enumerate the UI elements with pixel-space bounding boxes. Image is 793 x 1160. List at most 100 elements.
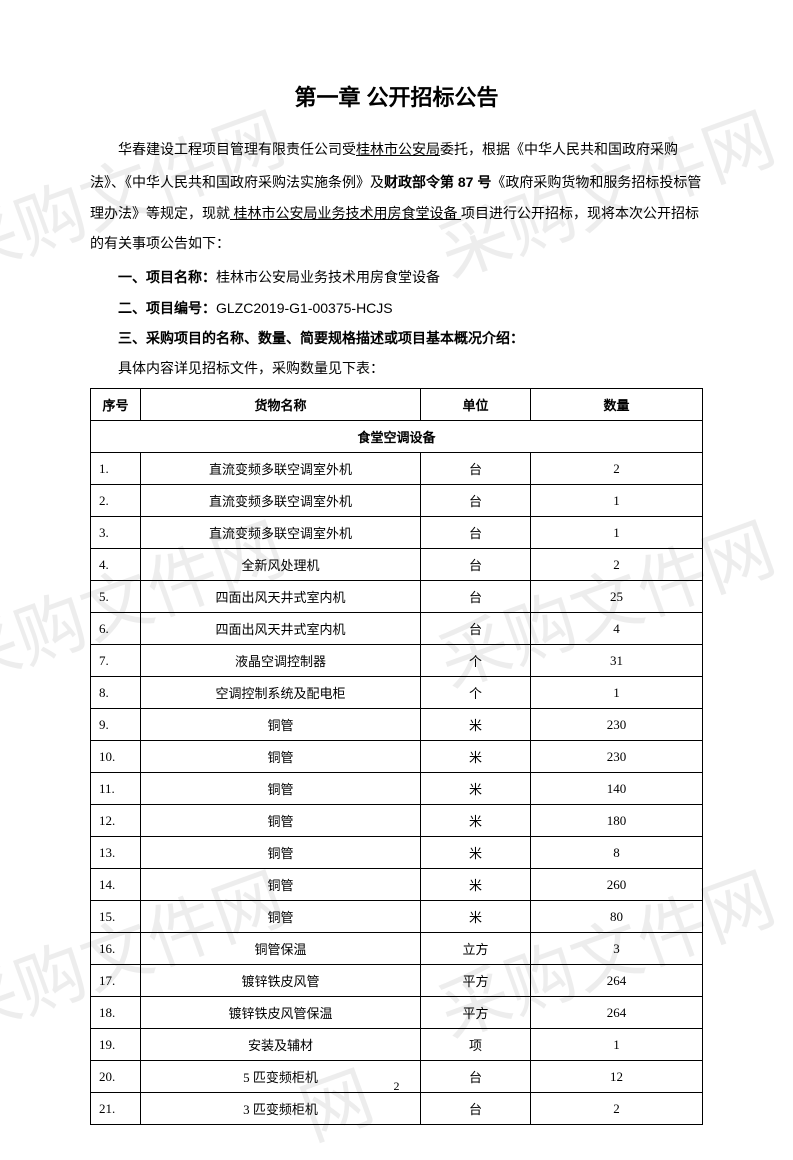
cell-name: 镀锌铁皮风管 [141,965,421,997]
table-group-title: 食堂空调设备 [91,421,703,453]
cell-name: 液晶空调控制器 [141,645,421,677]
cell-name: 四面出风天井式室内机 [141,581,421,613]
intro-text-pre: 华春建设工程项目管理有限责任公司受 [118,143,356,158]
cell-qty: 1 [531,485,703,517]
cell-seq: 6. [91,613,141,645]
cell-seq: 12. [91,805,141,837]
cell-qty: 260 [531,869,703,901]
table-row: 15.铜管米80 [91,901,703,933]
cell-name: 铜管 [141,805,421,837]
cell-seq: 17. [91,965,141,997]
intro-paragraph: 华春建设工程项目管理有限责任公司受桂林市公安局委托，根据《中华人民共和国政府采购… [90,136,703,261]
table-row: 16.铜管保温立方3 [91,933,703,965]
cell-seq: 2. [91,485,141,517]
cell-name: 四面出风天井式室内机 [141,613,421,645]
cell-seq: 11. [91,773,141,805]
table-body: 食堂空调设备 1.直流变频多联空调室外机台22.直流变频多联空调室外机台13.直… [91,421,703,1125]
cell-qty: 264 [531,965,703,997]
cell-qty: 8 [531,837,703,869]
th-seq: 序号 [91,389,141,421]
cell-qty: 264 [531,997,703,1029]
table-row: 7.液晶空调控制器个31 [91,645,703,677]
cell-name: 铜管 [141,901,421,933]
cell-qty: 3 [531,933,703,965]
th-name: 货物名称 [141,389,421,421]
cell-seq: 21. [91,1093,141,1125]
section-1-value: 桂林市公安局业务技术用房食堂设备 [216,271,440,286]
cell-unit: 米 [421,901,531,933]
section-3-label: 三、采购项目的名称、数量、简要规格描述或项目基本概况介绍： [118,330,524,346]
table-row: 8.空调控制系统及配电柜个1 [91,677,703,709]
table-row: 10.铜管米230 [91,741,703,773]
cell-unit: 平方 [421,965,531,997]
cell-name: 铜管 [141,773,421,805]
table-row: 5.四面出风天井式室内机台25 [91,581,703,613]
section-1-label: 一、项目名称： [118,269,216,285]
cell-qty: 2 [531,453,703,485]
table-row: 9.铜管米230 [91,709,703,741]
intro-bold-1: 财政部令第 87 号 [384,174,491,190]
cell-seq: 15. [91,901,141,933]
cell-unit: 个 [421,645,531,677]
cell-name: 空调控制系统及配电柜 [141,677,421,709]
cell-unit: 台 [421,485,531,517]
cell-name: 3 匹变频柜机 [141,1093,421,1125]
table-row: 21.3 匹变频柜机台2 [91,1093,703,1125]
cell-unit: 立方 [421,933,531,965]
cell-qty: 2 [531,1093,703,1125]
cell-seq: 7. [91,645,141,677]
section-3: 三、采购项目的名称、数量、简要规格描述或项目基本概况介绍： [90,324,703,354]
cell-qty: 25 [531,581,703,613]
cell-unit: 台 [421,581,531,613]
cell-seq: 18. [91,997,141,1029]
cell-qty: 140 [531,773,703,805]
table-row: 17.镀锌铁皮风管平方264 [91,965,703,997]
section-1: 一、项目名称：桂林市公安局业务技术用房食堂设备 [90,263,703,293]
cell-seq: 19. [91,1029,141,1061]
cell-seq: 1. [91,453,141,485]
cell-name: 直流变频多联空调室外机 [141,453,421,485]
table-row: 4.全新风处理机台2 [91,549,703,581]
cell-seq: 13. [91,837,141,869]
cell-name: 直流变频多联空调室外机 [141,485,421,517]
goods-table: 序号 货物名称 单位 数量 食堂空调设备 1.直流变频多联空调室外机台22.直流… [90,388,703,1125]
cell-seq: 16. [91,933,141,965]
cell-qty: 1 [531,1029,703,1061]
table-row: 18.镀锌铁皮风管保温平方264 [91,997,703,1029]
cell-qty: 230 [531,741,703,773]
cell-unit: 台 [421,613,531,645]
cell-seq: 5. [91,581,141,613]
cell-unit: 台 [421,1093,531,1125]
intro-underline-2: 桂林市公安局业务技术用房食堂设备 [230,207,461,222]
cell-qty: 180 [531,805,703,837]
cell-unit: 米 [421,773,531,805]
cell-qty: 4 [531,613,703,645]
table-row: 2.直流变频多联空调室外机台1 [91,485,703,517]
table-row: 11.铜管米140 [91,773,703,805]
table-group-row: 食堂空调设备 [91,421,703,453]
table-row: 19.安装及辅材项1 [91,1029,703,1061]
cell-qty: 230 [531,709,703,741]
table-intro: 具体内容详见招标文件，采购数量见下表： [90,356,703,384]
table-row: 3.直流变频多联空调室外机台1 [91,517,703,549]
cell-name: 安装及辅材 [141,1029,421,1061]
table-row: 14.铜管米260 [91,869,703,901]
page-number: 2 [0,1079,793,1094]
table-header-row: 序号 货物名称 单位 数量 [91,389,703,421]
cell-unit: 项 [421,1029,531,1061]
table-row: 1.直流变频多联空调室外机台2 [91,453,703,485]
cell-name: 铜管保温 [141,933,421,965]
cell-seq: 9. [91,709,141,741]
section-2: 二、项目编号：GLZC2019-G1-00375-HCJS [90,294,703,324]
cell-name: 铜管 [141,741,421,773]
table-row: 12.铜管米180 [91,805,703,837]
th-qty: 数量 [531,389,703,421]
intro-underline-1: 桂林市公安局 [356,143,440,158]
cell-qty: 80 [531,901,703,933]
cell-qty: 1 [531,517,703,549]
section-2-label: 二、项目编号： [118,300,216,316]
cell-seq: 10. [91,741,141,773]
th-unit: 单位 [421,389,531,421]
cell-unit: 米 [421,837,531,869]
cell-qty: 2 [531,549,703,581]
